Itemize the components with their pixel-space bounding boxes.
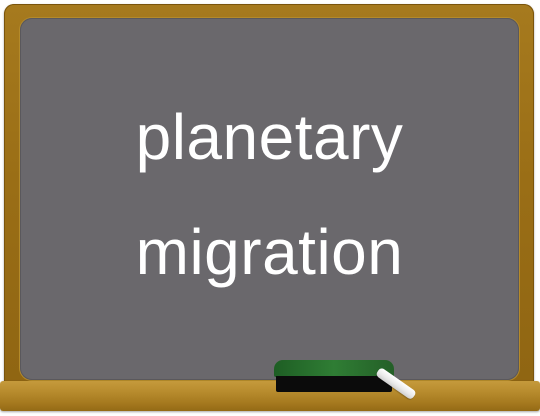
- eraser-base: [276, 376, 392, 392]
- chalkboard-line-1: planetary: [135, 101, 404, 173]
- eraser-icon: [274, 360, 394, 392]
- chalk-ledge: [0, 381, 540, 411]
- eraser-felt: [274, 360, 394, 377]
- chalkboard-line-2: migration: [135, 216, 404, 288]
- chalkboard-surface: [20, 18, 519, 380]
